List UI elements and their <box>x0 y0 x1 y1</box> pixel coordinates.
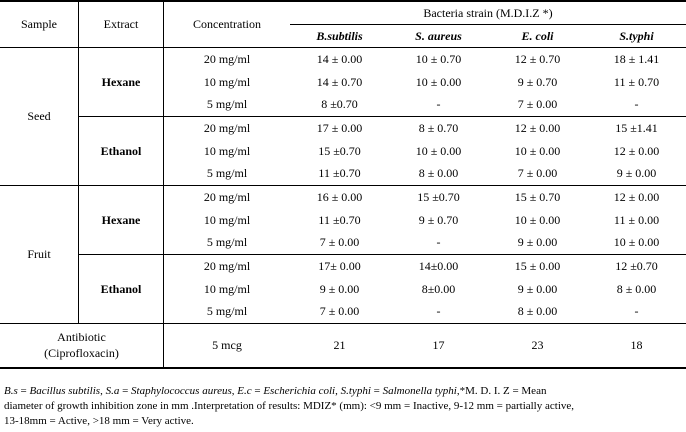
value-cell: 9 ± 0.70 <box>418 212 459 227</box>
value-cell: 10 ± 0.00 <box>415 74 462 89</box>
value-cell: 14±0.00 <box>418 258 459 273</box>
value-cell: 7 ± 0.00 <box>517 97 558 112</box>
antibiotic-label: Antibiotic (Ciprofloxacin) <box>0 323 164 369</box>
value-cell: 9 ± 0.00 <box>319 281 360 296</box>
conc-cell: 5 mg/ml <box>163 300 290 324</box>
value-cell: 11 ± 0.00 <box>613 212 660 227</box>
value-cell: 10 ± 0.00 <box>415 143 462 158</box>
value-cell: 17± 0.00 <box>318 258 361 273</box>
value-cell: 7 ± 0.00 <box>290 300 389 324</box>
extract-fruit-hexane: Hexane <box>78 185 164 255</box>
value-cell: 7 ± 0.00 <box>290 231 389 255</box>
antibiotic-label-line2: (Ciprofloxacin) <box>44 346 119 361</box>
name-sa: Staphylococcus aureus <box>131 385 232 397</box>
value-cell: 8 ± 0.00 <box>389 162 488 186</box>
footnote-line-1: B.s = Bacillus subtilis, S.a = Staphyloc… <box>4 385 547 397</box>
conc-cell: 20 mg/ml <box>203 51 251 66</box>
abbr-bs: B.s <box>4 385 18 397</box>
conc-cell: 20 mg/ml <box>163 116 290 140</box>
conc-cell: 20 mg/ml <box>203 189 251 204</box>
value-cell: - <box>389 231 488 255</box>
value-cell: 10 ± 0.70 <box>415 51 462 66</box>
value-cell: 15 ±1.41 <box>587 116 686 140</box>
value-cell: 15 ± 0.70 <box>514 189 561 204</box>
value-cell: 12 ± 0.70 <box>514 51 561 66</box>
value-cell: 8 ±0.70 <box>321 97 358 112</box>
value-cell: 17 ± 0.00 <box>290 116 389 140</box>
value-cell: 9 ± 0.70 <box>517 74 558 89</box>
value-cell: 9 ± 0.00 <box>488 231 587 255</box>
header-strain-b-subtilis: B.subtilis <box>290 24 389 48</box>
value-cell: 11 ±0.70 <box>318 212 361 227</box>
header-strain-s-aureus: S. aureus <box>389 24 488 48</box>
value-cell: 12 ± 0.00 <box>488 116 587 140</box>
value-cell: 15 ±0.70 <box>318 143 361 158</box>
value-cell: 14 ± 0.00 <box>316 51 363 66</box>
antibiotic-value-s-typhi: 18 <box>587 323 686 369</box>
name-bs: Bacillus subtilis <box>29 385 101 397</box>
header-concentration: Concentration <box>163 0 290 48</box>
conc-cell: 10 mg/ml <box>203 212 251 227</box>
value-cell: 12 ± 0.00 <box>613 189 660 204</box>
value-cell: - <box>436 97 441 112</box>
conc-cell: 10 mg/ml <box>203 143 251 158</box>
value-cell: 12 ± 0.00 <box>613 143 660 158</box>
name-ec: Escherichia coli <box>263 385 336 397</box>
extract-seed-ethanol: Ethanol <box>78 116 164 186</box>
value-cell: 14 ± 0.70 <box>316 74 363 89</box>
header-bacteria-strain: Bacteria strain (M.D.I.Z *) <box>290 0 686 25</box>
extract-seed-hexane: Hexane <box>78 47 164 117</box>
value-cell: - <box>587 300 686 324</box>
value-cell: 7 ± 0.00 <box>488 162 587 186</box>
conc-cell: 10 mg/ml <box>203 281 251 296</box>
antibiotic-value-s-aureus: 17 <box>389 323 488 369</box>
value-cell: 8 ± 0.70 <box>389 116 488 140</box>
value-cell: 8±0.00 <box>421 281 456 296</box>
abbr-st: S.typhi <box>340 385 371 397</box>
conc-cell: 5 mg/ml <box>163 231 290 255</box>
value-cell: 10 ± 0.00 <box>587 231 686 255</box>
sample-fruit: Fruit <box>0 185 79 324</box>
value-cell: 18 ± 1.41 <box>613 51 660 66</box>
value-cell: 11 ± 0.70 <box>613 74 660 89</box>
value-cell: 15 ± 0.00 <box>514 258 561 273</box>
value-cell: 8 ± 0.00 <box>616 281 657 296</box>
value-cell: - <box>634 97 639 112</box>
table-footnote: B.s = Bacillus subtilis, S.a = Staphyloc… <box>4 384 684 429</box>
footnote-line-2: diameter of growth inhibition zone in mm… <box>4 400 575 412</box>
abbr-ec: E.c <box>237 385 252 397</box>
sample-seed: Seed <box>0 47 79 186</box>
conc-cell: 10 mg/ml <box>203 74 251 89</box>
header-strain-s-typhi: S.typhi <box>587 24 686 48</box>
name-st: Salmonella typhi <box>382 385 457 397</box>
conc-cell: 20 mg/ml <box>203 258 251 273</box>
extract-fruit-ethanol: Ethanol <box>78 254 164 324</box>
footnote-tail: ,*M. D. I. Z = Mean <box>456 385 547 397</box>
antibacterial-activity-table: Sample Extract Concentration Bacteria st… <box>0 0 686 369</box>
abbr-sa: S.a <box>105 385 120 397</box>
value-cell: - <box>389 300 488 324</box>
antibiotic-value-e-coli: 23 <box>488 323 587 369</box>
value-cell: 15 ±0.70 <box>417 189 460 204</box>
header-strain-e-coli: E. coli <box>488 24 587 48</box>
antibiotic-value-b-subtilis: 21 <box>290 323 389 369</box>
value-cell: 10 ± 0.00 <box>514 143 561 158</box>
value-cell: 10 ± 0.00 <box>514 212 561 227</box>
header-extract: Extract <box>78 0 164 48</box>
footnote-line-3: 13-18mm = Active, >18 mm = Very active. <box>4 415 194 427</box>
header-sample: Sample <box>0 0 79 48</box>
conc-cell: 5 mg/ml <box>206 97 248 112</box>
conc-cell: 5 mg/ml <box>163 162 290 186</box>
antibiotic-conc: 5 mcg <box>163 323 290 369</box>
value-cell: 16 ± 0.00 <box>316 189 363 204</box>
value-cell: 9 ± 0.00 <box>517 281 558 296</box>
value-cell: 12 ±0.70 <box>615 258 658 273</box>
antibiotic-label-line1: Antibiotic <box>57 330 106 345</box>
value-cell: 9 ± 0.00 <box>587 162 686 186</box>
value-cell: 11 ±0.70 <box>290 162 389 186</box>
value-cell: 8 ± 0.00 <box>488 300 587 324</box>
